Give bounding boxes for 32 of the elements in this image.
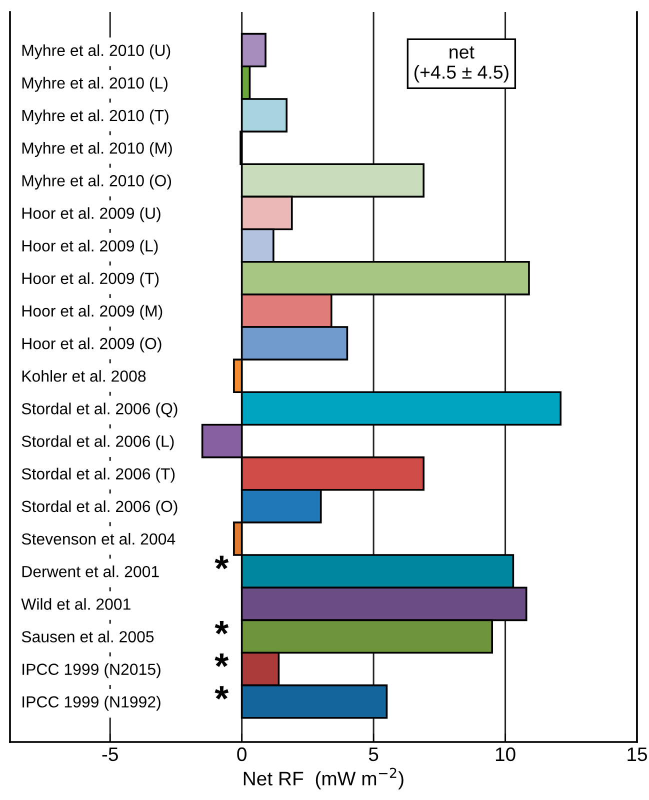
y-tick-label: Stordal et al. 2006 (Q) (22, 402, 178, 418)
x-tick-label: 0 (237, 747, 246, 762)
y-tick-label: Stordal et al. 2006 (L) (22, 435, 174, 450)
annotation: * (214, 654, 229, 667)
y-tick-label: Stevenson et al. 2004 (22, 532, 176, 545)
y-tick-label: Wild et al. 2001 (21, 598, 130, 610)
y-tick-label: Hoor et al. 2009 (U) (22, 207, 160, 222)
annotation: * (214, 620, 229, 634)
annotation: * (214, 686, 229, 700)
x-tick-label: 5 (368, 748, 378, 762)
y-tick-label: Hoor et al. 2009 (T) (22, 272, 159, 288)
y-tick-label: Sausen et al. 2005 (22, 630, 154, 642)
x-axis-title: Net RF (mW m$^{−2}$) (244, 768, 404, 790)
x-tick-label: 15 (628, 748, 647, 762)
y-tick-label: Myhre et al. 2010 (L) (22, 76, 168, 92)
y-tick-label: Myhre et al. 2010 (O) (22, 174, 172, 190)
annotation: net (+4.5 ± 4.5) (414, 46, 508, 83)
y-tick-label: Stordal et al. 2006 (O) (22, 500, 178, 516)
y-tick-label: Myhre et al. 2010 (U) (22, 44, 170, 60)
y-tick-label: Kohler et al. 2008 (22, 370, 146, 382)
y-tick-label: Hoor et al. 2009 (O) (22, 338, 162, 352)
x-tick-label: -5 (102, 748, 118, 762)
y-tick-label: IPCC 1999 (N1992) (22, 696, 160, 711)
y-tick-label: IPCC 1999 (N2015) (22, 663, 160, 678)
y-tick-label: Myhre et al. 2010 (T) (22, 109, 168, 124)
y-tick-label: Derwent et al. 2001 (22, 566, 159, 578)
y-tick-label: Hoor et al. 2009 (L) (22, 240, 158, 255)
y-tick-label: Hoor et al. 2009 (M) (22, 304, 162, 320)
y-tick-label: Myhre et al. 2010 (M) (22, 142, 172, 157)
y-tick-label: Stordal et al. 2006 (T) (22, 468, 175, 483)
x-tick-label: 10 (496, 747, 516, 762)
annotation: * (214, 556, 229, 570)
